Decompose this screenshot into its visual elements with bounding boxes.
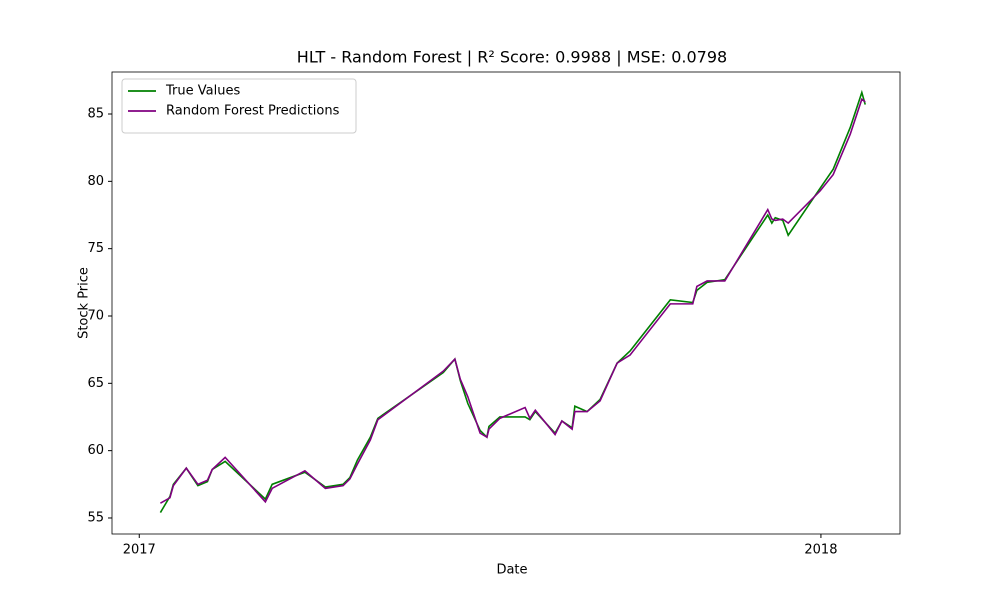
y-tick-label: 70 <box>87 308 104 323</box>
y-axis-label: Stock Price <box>77 267 92 339</box>
x-tick-label: 2018 <box>804 543 837 558</box>
series-line <box>159 89 867 513</box>
x-axis-label: Date <box>496 563 527 578</box>
legend-box <box>121 78 357 134</box>
y-tick-label: 75 <box>87 241 104 256</box>
y-tick-label: 65 <box>87 376 104 391</box>
legend-label: Random Forest Predictions <box>166 104 340 119</box>
series-line <box>160 97 866 504</box>
y-tick-label: 80 <box>87 174 104 189</box>
x-tick-label: 2017 <box>123 543 156 558</box>
plot-frame <box>111 71 901 535</box>
legend-label: True Values <box>165 84 240 99</box>
y-tick-label: 60 <box>87 443 104 458</box>
y-tick-label: 55 <box>87 510 104 525</box>
y-tick-label: 85 <box>87 107 104 122</box>
chart-title: HLT - Random Forest | R² Score: 0.9988 |… <box>297 48 727 67</box>
